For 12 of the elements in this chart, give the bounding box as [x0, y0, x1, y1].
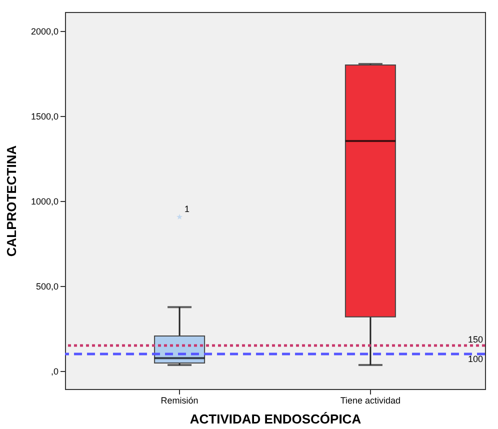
y-tick-label: ,0: [50, 366, 58, 376]
x-tick-label: Remisión: [160, 396, 198, 406]
y-tick-label: 500,0: [36, 281, 58, 292]
x-axis-title: ACTIVIDAD ENDOSCÓPICA: [190, 412, 362, 426]
y-tick-label: 1500,0: [30, 112, 58, 122]
ref-line-label: 150: [468, 334, 483, 344]
annotation: 1: [184, 204, 190, 214]
y-tick-label: 2000,0: [30, 26, 58, 37]
ref-line-label: 100: [468, 354, 483, 364]
y-axis-title: CALPROTECTINA: [4, 144, 19, 257]
x-tick-label: Tiene actividad: [340, 396, 401, 406]
y-tick-label: 1000,0: [30, 196, 58, 207]
